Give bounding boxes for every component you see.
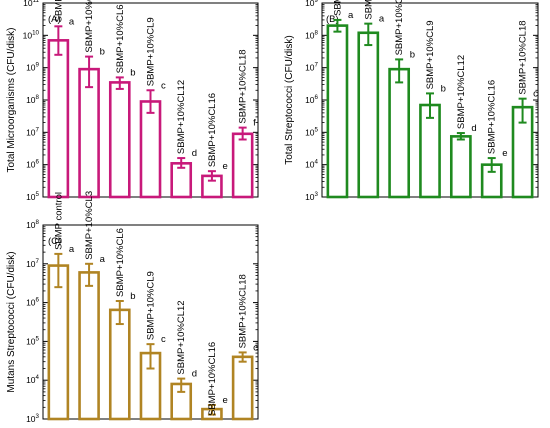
panel-label: (B) [326,14,339,25]
significance-letter: b [100,47,105,58]
bar [231,355,254,421]
category-label: SBMP+10%CL3 [84,0,95,53]
significance-letter: a [69,244,75,255]
significance-letter: f [253,118,256,129]
significance-letter: a [379,14,385,25]
bar [139,100,162,199]
bar [47,39,70,199]
significance-letter: b [410,49,415,60]
significance-letter: b [441,83,446,94]
category-label: SBMP+10%CL6 [394,0,405,55]
y-tick-label: 105 [305,126,318,137]
y-tick-label: 104 [305,159,318,170]
category-label: SBMP+10%CL16 [207,93,218,167]
category-label: SBMP+10%CL12 [176,300,187,374]
significance-letter: e [502,148,507,159]
bar [357,31,380,199]
category-label: SBMP+10%CL9 [146,17,157,86]
chart-panel-2: 103 104 105 106 107 108 109 (B) Total Streptococ… [284,0,539,202]
chart-panel-1: 105 106 107 108 109 1010 1011 (A) Total Microorg… [6,0,259,202]
y-tick-label: 107 [26,258,39,269]
bar [388,67,411,199]
y-tick-label: 106 [26,297,39,308]
significance-letter: c [253,342,258,353]
significance-letter: b [130,67,135,78]
bar [326,24,349,199]
y-tick-label: 109 [305,0,318,8]
significance-letter: e [222,161,227,172]
category-label: SBMP control [53,0,64,22]
category-label: SBMP+10%CL18 [238,274,249,348]
significance-letter: d [192,369,197,380]
y-tick-label: 106 [305,94,318,105]
category-label: SBMP control [332,0,343,16]
y-tick-label: 103 [305,191,318,202]
y-tick-label: 109 [26,62,39,73]
y-axis-title: Total Microorganisms (CFU/disk) [6,27,17,172]
significance-letter: a [348,10,354,21]
bar [108,308,131,421]
bar [449,135,472,199]
category-label: SBMP+10%CL3 [363,0,374,20]
y-tick-label: 105 [26,191,39,202]
significance-letter: e [222,395,227,406]
bar [231,132,254,199]
bar [78,271,100,421]
y-tick-label: 107 [26,126,39,137]
significance-letter: b [130,291,135,302]
category-label: SBMP+10%CL12 [176,80,187,154]
category-label: SBMP+10%CL3 [84,191,95,260]
bar [47,264,70,421]
bar [78,67,100,199]
y-tick-label: 105 [26,335,39,346]
y-tick-label: 108 [26,94,39,105]
y-tick-label: 108 [26,219,39,230]
panel-label: (A) [48,14,61,25]
significance-letter: c [533,89,538,100]
category-label: SBMP control [53,192,64,250]
category-label: SBMP+10%CL16 [487,80,498,154]
y-axis-title: Mutans Streptococci (CFU/disk) [6,251,17,392]
significance-letter: d [471,123,476,134]
y-tick-label: 103 [26,413,39,424]
y-tick-label: 108 [305,29,318,40]
significance-letter: a [100,254,106,265]
y-tick-label: 107 [305,62,318,73]
y-axis-title: Total Streptococci (CFU/disk) [284,35,295,164]
significance-letter: d [192,148,197,159]
significance-letter: c [161,80,166,91]
y-tick-label: 104 [26,374,39,385]
category-label: SBMP+10%CL9 [425,20,436,89]
category-label: SBMP+10%CL9 [146,271,157,340]
category-label: SBMP+10%CL18 [518,20,529,94]
bar [108,81,131,199]
category-label: SBMP+10%CL16 [207,342,218,416]
y-tick-label: 1011 [23,0,39,8]
category-label: SBMP+10%CL6 [115,228,126,297]
chart-panel-3: 103 104 105 106 107 108 (C) Mutans Streptococci… [6,191,259,424]
category-label: SBMP+10%CL6 [115,4,126,73]
significance-letter: a [69,16,75,27]
category-label: SBMP+10%CL18 [238,49,249,123]
panel-label: (C) [48,236,61,247]
y-tick-label: 1010 [23,29,40,40]
category-label: SBMP+10%CL12 [456,55,467,129]
y-tick-label: 106 [26,159,39,170]
significance-letter: c [161,334,166,345]
